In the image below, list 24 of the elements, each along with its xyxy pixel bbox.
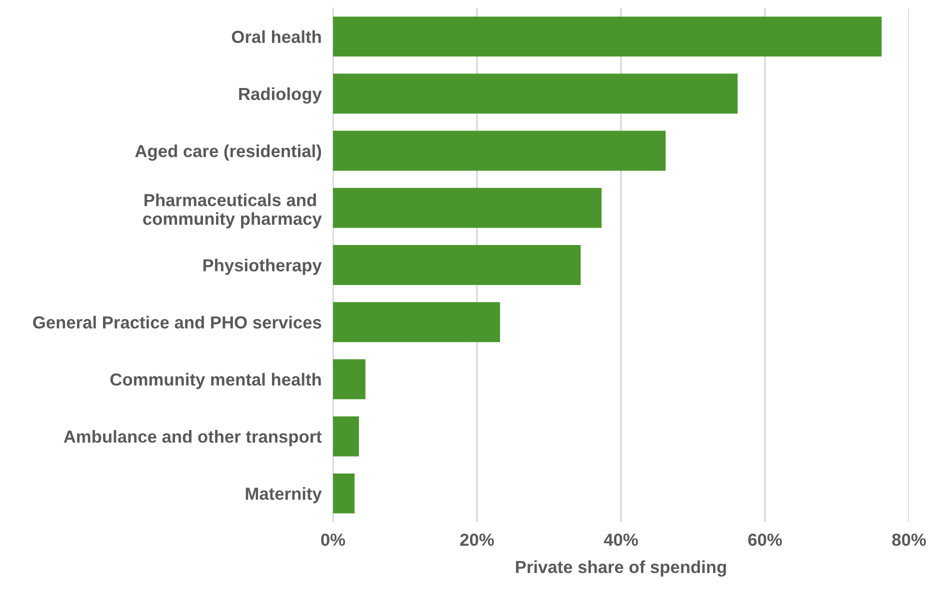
bar — [333, 245, 581, 285]
y-tick-label: Radiology — [239, 87, 322, 104]
bar — [333, 74, 738, 114]
bar — [333, 473, 355, 514]
y-tick-label: Aged care (residential) — [135, 144, 322, 161]
y-tick-label: Maternity — [246, 487, 322, 504]
x-tick-label: 0% — [321, 534, 346, 546]
x-tick-label: 20% — [460, 534, 494, 546]
bar — [333, 302, 500, 342]
bar — [333, 416, 359, 456]
bar — [333, 188, 602, 228]
bar — [333, 130, 666, 171]
x-tick-label: 60% — [748, 534, 782, 546]
x-axis-title: Private share of spending — [516, 560, 726, 577]
y-tick-label: Physiotherapy — [203, 258, 322, 275]
x-tick-label: 40% — [604, 534, 638, 546]
y-tick-label: Pharmaceuticals and community pharmacy — [143, 194, 322, 228]
x-tick-label: 80% — [892, 534, 926, 546]
y-tick-label: Ambulance and other transport — [64, 430, 322, 446]
y-tick-label: General Practice and PHO services — [33, 316, 322, 329]
bar — [333, 359, 366, 400]
y-tick-label: Oral health — [232, 30, 321, 44]
y-tick-label: Community mental health — [110, 372, 321, 390]
bar — [333, 16, 882, 57]
